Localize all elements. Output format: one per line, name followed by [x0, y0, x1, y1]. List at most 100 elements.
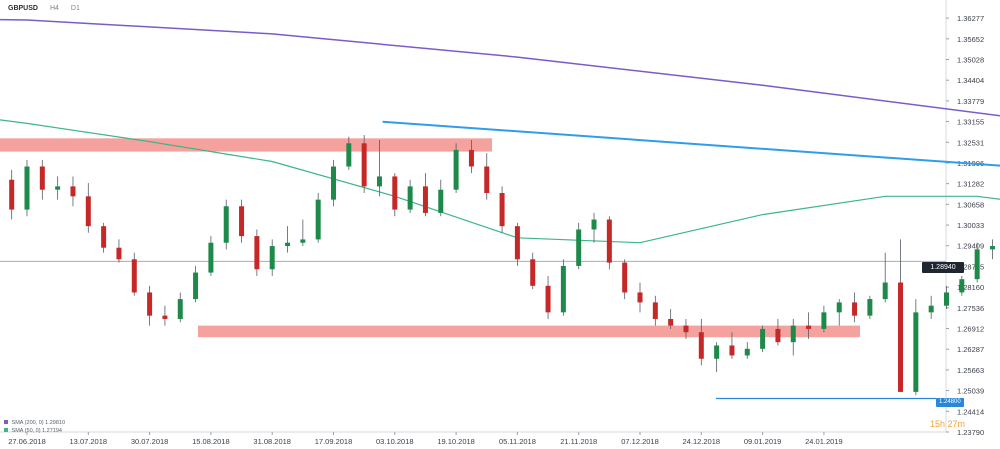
chart-header: GBPUSD H4 D1 — [8, 5, 80, 12]
candle-body — [530, 259, 536, 286]
x-tick-label: 27.06.2018 — [8, 437, 46, 446]
candle-body — [193, 272, 199, 300]
bar-countdown: 15h 27m — [930, 419, 966, 429]
x-tick-label: 07.12.2018 — [621, 437, 659, 446]
x-tick-label: 15.08.2018 — [192, 437, 230, 446]
candle-body — [898, 282, 904, 392]
candle-body — [9, 179, 15, 210]
legend-swatch-sma200 — [4, 420, 8, 424]
candle-body — [116, 247, 122, 260]
x-tick-label: 13.07.2018 — [70, 437, 108, 446]
candle-body — [806, 325, 812, 329]
current-price-badge: 1.28940 — [922, 262, 964, 273]
candle-body — [70, 186, 76, 197]
y-tick-label: 1.26912 — [957, 325, 984, 334]
candle-body — [24, 166, 30, 210]
y-tick-label: 1.36277 — [957, 14, 984, 23]
y-tick-label: 1.35652 — [957, 35, 984, 44]
candle-body — [254, 236, 260, 270]
candle-body — [177, 299, 183, 319]
y-tick-label: 1.30658 — [957, 200, 984, 209]
candle-body — [729, 345, 735, 356]
legend-label-sma200: SMA (200, 0) 1.29810 — [11, 420, 66, 426]
legend-label-sma50: SMA (50, 0) 1.27194 — [11, 428, 62, 434]
y-tick-label: 1.32531 — [957, 138, 984, 147]
candle-body — [269, 246, 275, 270]
candle-body — [147, 292, 153, 316]
candle-body — [576, 229, 582, 266]
candle-body — [484, 166, 490, 194]
y-tick-label: 1.26287 — [957, 345, 984, 354]
candle-body — [376, 176, 382, 187]
candle-body — [331, 166, 336, 200]
sma200-line — [0, 18, 1000, 117]
timeframe-label[interactable]: D1 — [70, 5, 80, 12]
descending-trendline — [382, 120, 1000, 167]
candle-body — [453, 149, 459, 190]
x-tick-label: 03.10.2018 — [376, 437, 414, 446]
legend-sma50: SMA (50, 0) 1.27194 — [4, 428, 62, 434]
candle-body — [560, 265, 566, 313]
candle-body — [836, 302, 842, 313]
candle-body — [760, 328, 766, 349]
y-tick-label: 1.34404 — [957, 76, 984, 85]
x-tick-label: 05.11.2018 — [499, 437, 536, 446]
candle-body — [55, 186, 61, 190]
candle-body — [407, 186, 413, 210]
candle-body — [514, 226, 520, 260]
candle-body — [208, 242, 214, 273]
y-tick-label: 1.28785 — [957, 262, 984, 271]
y-tick-label: 1.27536 — [957, 304, 984, 313]
support-zone — [198, 325, 860, 338]
y-tick-label: 1.35028 — [957, 55, 984, 64]
candle-body — [300, 239, 306, 243]
candle-body — [852, 302, 858, 316]
candle-body — [974, 249, 980, 280]
candle-body — [821, 312, 827, 329]
candle-body — [101, 226, 107, 248]
candle-body — [959, 279, 965, 293]
resistance-zone — [0, 138, 492, 152]
candle-body — [622, 262, 628, 293]
legend-sma200: SMA (200, 0) 1.29810 — [4, 420, 65, 426]
y-tick-label: 1.31282 — [957, 180, 984, 189]
y-tick-label: 1.33779 — [957, 97, 984, 106]
candle-body — [637, 292, 643, 303]
x-tick-label: 31.08.2018 — [253, 437, 291, 446]
y-tick-label: 1.30033 — [957, 221, 984, 230]
candle-body — [867, 299, 873, 316]
candle-body — [285, 242, 291, 247]
interval-hint[interactable]: H4 — [49, 5, 59, 12]
candle-body — [928, 305, 934, 313]
y-tick-label: 1.33155 — [957, 118, 984, 127]
candle-body — [39, 166, 45, 190]
candle-body — [162, 315, 168, 319]
candle-body — [698, 332, 704, 359]
candle-body — [422, 186, 428, 213]
x-tick-label: 19.10.2018 — [437, 437, 475, 446]
x-tick-label: 30.07.2018 — [131, 437, 169, 446]
candle-body — [775, 328, 781, 343]
candle-body — [714, 345, 720, 359]
candle-body — [606, 219, 612, 263]
candle-body — [499, 193, 505, 227]
candle-body — [392, 176, 398, 210]
support-level-badge: 1.24800 — [936, 398, 964, 407]
candle-body — [989, 246, 995, 250]
candle-body — [882, 282, 888, 300]
candle-body — [744, 348, 750, 356]
legend-swatch-sma50 — [4, 428, 8, 432]
candle-body — [223, 206, 229, 243]
candle-body — [545, 285, 551, 313]
x-tick-label: 09.01.2019 — [744, 437, 782, 446]
candle-body — [652, 302, 658, 319]
y-tick-label: 1.24414 — [957, 407, 984, 416]
x-tick-label: 24.01.2019 — [805, 437, 843, 446]
candle-body — [361, 143, 367, 187]
y-tick-label: 1.25039 — [957, 387, 984, 396]
y-tick-label: 1.29409 — [957, 242, 984, 251]
candle-body — [913, 312, 919, 392]
candle-body — [346, 143, 352, 167]
symbol-label[interactable]: GBPUSD — [8, 5, 38, 12]
